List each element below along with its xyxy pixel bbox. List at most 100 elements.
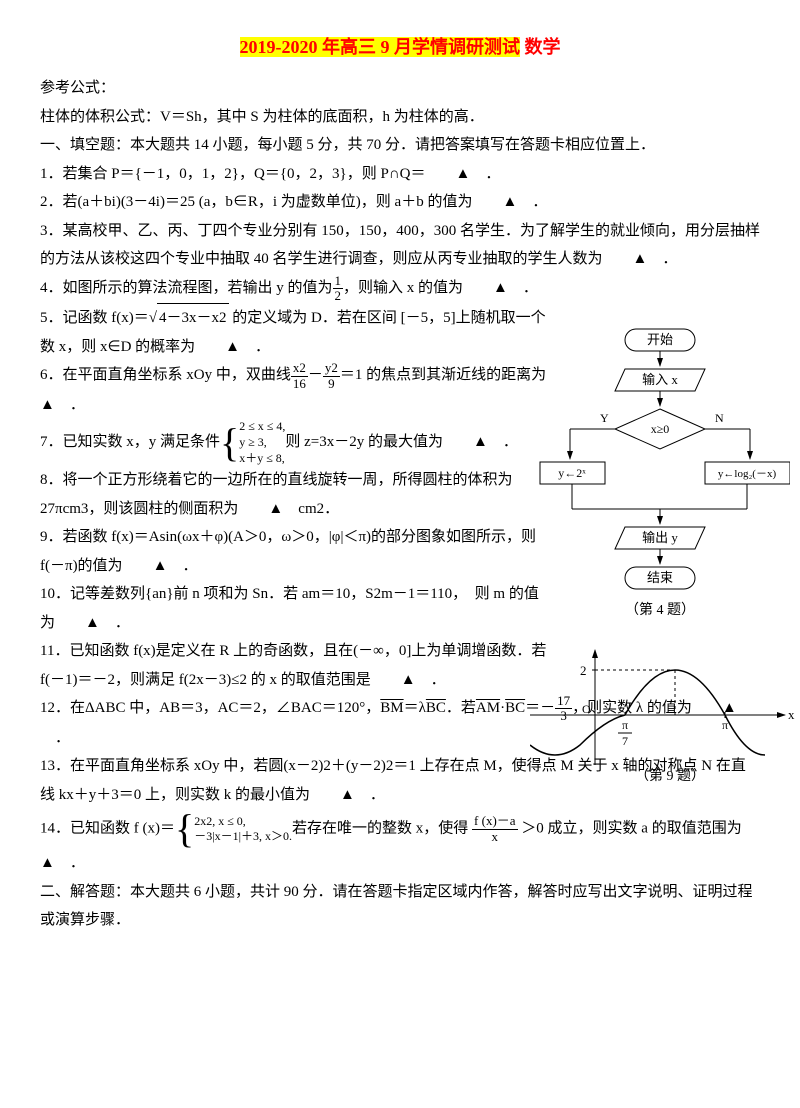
vec-bc2: BC	[505, 700, 525, 716]
frac-num: y2	[323, 361, 340, 376]
frac-den: 16	[291, 377, 308, 391]
blank: ▲	[473, 428, 488, 457]
blank: ▲	[40, 391, 55, 420]
q12-mid: ＝λ	[404, 700, 426, 716]
frac-den: 2	[333, 289, 344, 303]
q4-text-b: ，则输入 x 的值为	[343, 280, 463, 296]
q9: 9．若函数 f(x)＝Asin(ωx＋φ)(A＞0，ω＞0，|φ|＜π)的部分图…	[40, 523, 550, 580]
period: ．	[55, 730, 70, 746]
flow-right: y←log₂(－x)	[718, 468, 777, 480]
y-tick-2: 2	[580, 663, 587, 678]
flow-output: 输出 y	[642, 530, 678, 545]
period: ．	[255, 339, 270, 355]
q14-cases: 2x2, x ≤ 0,－3|x－1|＋3, x＞0.	[194, 814, 292, 845]
frac-den: x	[472, 830, 518, 844]
flow-caption: （第 4 题）	[625, 601, 695, 618]
minus: －	[308, 368, 323, 384]
q5-text-a: 5．记函数 f(x)＝	[40, 310, 149, 326]
period: ．	[523, 280, 538, 296]
flow-cond: x≥0	[651, 422, 670, 436]
flow-yes: Y	[600, 411, 609, 425]
q8: 8．将一个正方形绕着它的一边所在的直线旋转一周，所得圆柱的体积为 27πcm3，…	[40, 466, 550, 523]
vec-bm: BM	[380, 700, 403, 716]
q2-text: 2．若(a＋bi)(3－4i)＝25 (a，b∈R，i 为虚数单位)，则 a＋b…	[40, 194, 472, 210]
flow-end: 结束	[647, 570, 673, 585]
q11-text: 11．已知函数 f(x)是定义在 R 上的奇函数，且在(－∞，0]上为单调增函数…	[40, 643, 546, 688]
q5-sqrt: 4－3x－x2	[157, 303, 229, 333]
period: ．	[70, 855, 85, 871]
q14-text-c: ＞0 成立，则实数 a 的取值范围为	[521, 821, 741, 837]
section-1: 一、填空题：本大题共 14 小题，每小题 5 分，共 70 分．请把答案填写在答…	[40, 131, 760, 160]
brace-icon: {	[220, 423, 239, 463]
frac-y2-9: y29	[323, 361, 340, 391]
flowchart-svg: 开始 输入 x x≥0 Y y←2ˣ N y←log₂(－x)	[530, 324, 790, 624]
q11: 11．已知函数 f(x)是定义在 R 上的奇函数，且在(－∞，0]上为单调增函数…	[40, 637, 550, 694]
pi-num: π	[622, 718, 628, 732]
blank: ▲	[401, 666, 416, 695]
blank: ▲	[456, 160, 471, 189]
blank: ▲	[340, 781, 355, 810]
page-title: 2019-2020 年高三 9 月学情调研测试 数学	[40, 30, 760, 64]
flow-left: y←2ˣ	[558, 466, 586, 480]
blank: ▲	[502, 188, 517, 217]
intro-2: 柱体的体积公式：V＝Sh，其中 S 为柱体的底面积，h 为柱体的高．	[40, 103, 760, 132]
blank: ▲	[225, 333, 240, 362]
period: ．	[70, 397, 85, 413]
q6: 6．在平面直角坐标系 xOy 中，双曲线x216－y29＝1 的焦点到其渐近线的…	[40, 361, 550, 419]
q12-text-a: 12．在ΔABC 中，AB＝3，AC＝2，∠BAC＝120°，	[40, 700, 380, 716]
period: ．	[503, 434, 518, 450]
flow-start: 开始	[647, 332, 673, 347]
period: ．	[370, 787, 385, 803]
flow-no: N	[715, 411, 724, 425]
blank: ▲	[493, 274, 508, 303]
q7-text-a: 7．已知实数 x，y 满足条件	[40, 434, 220, 450]
case2: y ≥ 3,	[239, 435, 267, 449]
q7-cases: 2 ≤ x ≤ 4, y ≥ 3, x＋y ≤ 8,	[239, 419, 285, 466]
q5: 5．记函数 f(x)＝√4－3x－x2 的定义域为 D．若在区间 [－5，5]上…	[40, 303, 550, 361]
title-rest: 数学	[520, 37, 561, 57]
case1: 2x2, x ≤ 0,	[194, 814, 246, 828]
q7: 7．已知实数 x，y 满足条件{2 ≤ x ≤ 4, y ≥ 3, x＋y ≤ 8,…	[40, 419, 550, 466]
period: ．	[532, 194, 547, 210]
section-2: 二、解答题：本大题共 6 小题，共计 90 分．请在答题卡指定区域内作答，解答时…	[40, 878, 760, 935]
q9-text: 9．若函数 f(x)＝Asin(ωx＋φ)(A＞0，ω＞0，|φ|＜π)的部分图…	[40, 529, 536, 574]
q3-text: 3．某高校甲、乙、丙、丁四个专业分别有 150，150，400，300 名学生．…	[40, 223, 760, 268]
blank: ▲	[633, 245, 648, 274]
case2: －3|x－1|＋3, x＞0.	[194, 829, 292, 843]
case3: x＋y ≤ 8,	[239, 451, 285, 465]
blank: ▲	[40, 849, 55, 878]
frac-1-2: 12	[333, 274, 344, 304]
q6-text-a: 6．在平面直角坐标系 xOy 中，双曲线	[40, 368, 291, 384]
vec-bc: BC	[426, 700, 446, 716]
q7-text-b: 则 z=3x－2y 的最大值为	[285, 434, 443, 450]
blank: ▲	[153, 552, 168, 581]
intro-1: 参考公式：	[40, 74, 760, 103]
left-text-column: 4．如图所示的算法流程图，若输出 y 的值为12，则输入 x 的值为 ▲ ． 5…	[40, 274, 550, 694]
q14: 14．已知函数 f (x)＝{2x2, x ≤ 0,－3|x－1|＋3, x＞0…	[40, 809, 760, 878]
q8-unit: cm2．	[298, 501, 339, 517]
q1-text: 1．若集合 P＝{－1，0，1，2}，Q＝{0，2，3}，则 P∩Q＝	[40, 166, 425, 182]
frac-num: f (x)－a	[472, 814, 518, 829]
period: ．	[662, 251, 677, 267]
content: 参考公式： 柱体的体积公式：V＝Sh，其中 S 为柱体的底面积，h 为柱体的高．…	[40, 74, 760, 935]
case1: 2 ≤ x ≤ 4,	[239, 419, 285, 433]
q2: 2．若(a＋bi)(3－4i)＝25 (a，b∈R，i 为虚数单位)，则 a＋b…	[40, 188, 760, 217]
frac-x2-16: x216	[291, 361, 308, 391]
frac-fx-a: f (x)－ax	[472, 814, 518, 844]
x-axis-label: x	[788, 707, 795, 722]
graph-caption: （第 9 题）	[635, 767, 705, 784]
q10: 10．记等差数列{an}前 n 项和为 Sn．若 am＝10，S2m－1＝110…	[40, 580, 550, 637]
frac-num: x2	[291, 361, 308, 376]
q12-text-b: ．若	[446, 700, 476, 716]
origin-label: O	[582, 702, 591, 716]
q14-text-a: 14．已知函数 f (x)＝	[40, 821, 175, 837]
period: ．	[182, 558, 197, 574]
q14-text-b: 若存在唯一的整数 x，使得	[292, 821, 468, 837]
frac-den: 9	[323, 377, 340, 391]
q3: 3．某高校甲、乙、丙、丁四个专业分别有 150，150，400，300 名学生．…	[40, 217, 760, 274]
sine-graph-svg: x O 2 π 7 π （第 9 题）	[530, 645, 795, 785]
period: ．	[431, 672, 446, 688]
period: ．	[485, 166, 500, 182]
brace-icon: {	[175, 809, 194, 849]
title-highlight: 2019-2020 年高三 9 月学情调研测试	[240, 37, 521, 57]
